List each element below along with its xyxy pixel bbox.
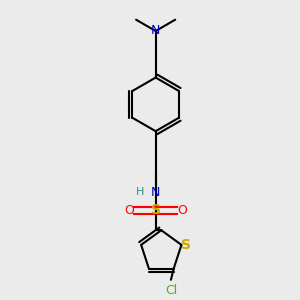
Text: O: O [124, 204, 134, 217]
Text: Cl: Cl [165, 284, 177, 297]
Text: S: S [181, 238, 191, 252]
Text: N: N [151, 186, 160, 199]
Text: S: S [151, 203, 160, 218]
Text: H: H [136, 187, 144, 197]
Text: N: N [151, 25, 160, 38]
Text: O: O [177, 204, 187, 217]
